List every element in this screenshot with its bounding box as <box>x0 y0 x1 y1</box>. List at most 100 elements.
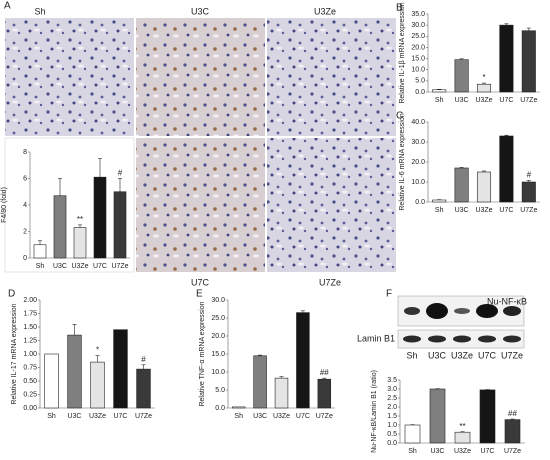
significance-mark: # <box>118 169 123 178</box>
x-tick-label: Sh <box>234 413 243 420</box>
significance-mark: # <box>527 171 532 180</box>
bar <box>454 59 469 93</box>
y-axis-label: Relative IL-1β mRNA expression <box>399 2 406 103</box>
x-tick-label: U7Ze <box>111 263 128 270</box>
y-tick-label: 0 <box>23 255 27 262</box>
x-tick-label: U7C <box>499 97 513 104</box>
micrograph <box>267 138 396 272</box>
bar <box>73 227 87 259</box>
y-tick-label: 30.0 <box>411 139 425 146</box>
y-axis-label: Relative TNF-α mRNA expression <box>199 301 206 406</box>
y-axis-label: F4/80 (fold) <box>1 187 8 223</box>
y-tick-label: 2.0 <box>387 404 397 411</box>
bar <box>404 424 421 444</box>
y-tick-label: 10.0 <box>411 179 425 186</box>
significance-mark: ** <box>77 215 83 224</box>
bar <box>296 312 310 409</box>
panel-letter: B <box>396 3 403 14</box>
y-tick-label: 10.0 <box>411 67 425 74</box>
blot-lane-label: U7C <box>478 350 497 360</box>
bar <box>113 329 128 409</box>
blot-lane-label: U3Ze <box>451 350 473 360</box>
x-tick-label: Sh <box>408 448 417 455</box>
x-tick-label: U3Ze <box>475 97 492 104</box>
x-tick-label: U7C <box>499 207 513 214</box>
y-tick-label: 6 <box>23 175 27 182</box>
y-tick-label: 1.75 <box>23 310 37 317</box>
x-tick-label: U7C <box>480 448 494 455</box>
x-tick-label: U3Ze <box>454 448 471 455</box>
y-tick-label: 40.0 <box>411 119 425 126</box>
significance-mark: ## <box>320 368 329 377</box>
blot-bands <box>403 303 521 343</box>
y-tick-label: 20.0 <box>211 333 225 340</box>
y-tick-label: 1.0 <box>387 422 397 429</box>
panel-letter: F <box>386 289 392 300</box>
bar <box>67 334 82 409</box>
bar <box>274 377 289 409</box>
bar <box>429 388 446 444</box>
significance-mark: ## <box>508 409 517 418</box>
bar <box>90 361 105 409</box>
micrograph <box>136 18 265 136</box>
micrograph <box>5 18 134 136</box>
blot-lane-label: Sh <box>406 350 417 360</box>
y-tick-label: 1.00 <box>23 351 37 358</box>
y-tick-label: 30.0 <box>411 22 425 29</box>
significance-mark: * <box>96 346 99 355</box>
y-tick-label: 0.5 <box>387 431 397 438</box>
micrograph-label: U7Ze <box>319 277 341 287</box>
y-tick-label: 1.50 <box>23 324 37 331</box>
bar <box>454 167 469 203</box>
x-tick-label: U7Ze <box>520 97 537 104</box>
x-tick-label: U3Ze <box>273 413 290 420</box>
x-tick-label: U7Ze <box>316 413 333 420</box>
y-tick-label: 5.0 <box>215 387 225 394</box>
y-tick-label: 30.0 <box>211 297 225 304</box>
panel-letter: E <box>196 289 203 300</box>
y-tick-label: 4 <box>23 202 27 209</box>
x-tick-label: U7C <box>93 263 107 270</box>
y-axis-label: Relative IL-6 mRNA expression <box>399 113 406 210</box>
x-tick-label: Sh <box>435 97 444 104</box>
bar <box>44 353 59 409</box>
y-tick-label: 2.5 <box>387 395 397 402</box>
significance-mark: # <box>141 355 146 364</box>
y-tick-label: 10.0 <box>211 369 225 376</box>
blot-lane-label: U3C <box>428 350 447 360</box>
x-tick-label: U3C <box>67 413 81 420</box>
bar <box>476 83 492 93</box>
y-tick-label: 2 <box>23 228 27 235</box>
x-tick-label: U3Ze <box>89 413 106 420</box>
x-tick-label: U3C <box>430 448 444 455</box>
y-tick-label: 2.00 <box>23 297 37 304</box>
x-tick-label: U7Ze <box>504 448 521 455</box>
bar <box>504 419 521 444</box>
micrograph-label: U3Ze <box>314 6 336 16</box>
y-tick-label: 35.0 <box>411 11 425 18</box>
y-tick-label: 3.0 <box>387 386 397 393</box>
y-tick-label: 20.0 <box>411 159 425 166</box>
y-tick-label: 0.0 <box>415 199 425 206</box>
micrograph <box>267 18 396 136</box>
y-tick-label: 3.5 <box>387 377 397 384</box>
blot-row-label: Nu-NF-κB <box>487 296 527 306</box>
x-tick-label: U3Ze <box>475 207 492 214</box>
y-tick-label: 1.25 <box>23 337 37 344</box>
x-tick-label: U3C <box>53 263 67 270</box>
y-tick-label: 0.0 <box>215 405 225 412</box>
micrograph <box>136 138 265 272</box>
x-tick-label: U3C <box>455 207 469 214</box>
significance-mark: ** <box>459 422 465 431</box>
x-tick-label: U3C <box>253 413 267 420</box>
bar <box>33 244 47 259</box>
bar <box>317 378 332 409</box>
bar <box>432 199 447 203</box>
bar <box>476 171 492 203</box>
bar <box>231 406 246 409</box>
panel-letter: C <box>396 111 403 122</box>
y-tick-label: 0.0 <box>387 440 397 447</box>
y-tick-label: 0.75 <box>23 364 37 371</box>
micrograph-label: U7C <box>191 277 210 287</box>
bar <box>432 89 447 93</box>
